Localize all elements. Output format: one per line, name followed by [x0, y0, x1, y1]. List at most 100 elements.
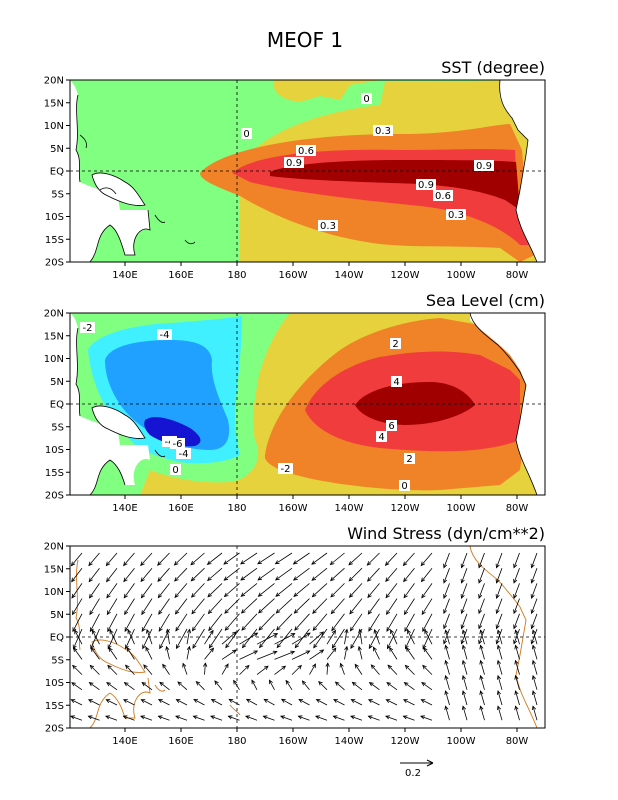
- wind-vector: [497, 690, 503, 706]
- wind-vector-head: [297, 664, 302, 670]
- wind-vector: [405, 665, 415, 675]
- wind-vector: [88, 567, 100, 582]
- wind-vector-head: [344, 645, 349, 651]
- wind-vector: [240, 567, 258, 581]
- lon-tick-label: 140E: [112, 503, 137, 514]
- wind-vector-head: [70, 715, 75, 720]
- wind-vector-head: [210, 715, 215, 720]
- wind-vector-head: [233, 679, 238, 685]
- wind-vector-head: [125, 644, 129, 650]
- wind-vector: [186, 629, 190, 645]
- sl-6-region: [355, 382, 475, 425]
- wind-vector: [193, 699, 205, 706]
- wind-vector: [368, 613, 380, 632]
- lon-tick-label: 80W: [506, 270, 529, 281]
- wind-vector: [124, 682, 135, 691]
- wind-vector: [257, 567, 275, 581]
- wind-vector-head: [251, 679, 256, 685]
- wind-vector-head: [478, 578, 483, 584]
- wind-vector-head: [141, 681, 147, 687]
- wind-vector: [107, 613, 118, 632]
- wind-vector: [241, 598, 258, 614]
- wind-vector-head: [530, 639, 535, 645]
- wind-vector-head: [513, 563, 518, 569]
- sl-label-4-b: 4: [378, 432, 384, 443]
- wind-vector: [239, 650, 258, 660]
- wind-vector-head: [186, 645, 191, 651]
- wind-vector-head: [292, 576, 298, 581]
- wind-vector-head: [496, 705, 501, 711]
- wind-vector-head: [403, 610, 409, 616]
- wind-vector-head: [280, 715, 285, 720]
- wind-vector-head: [387, 664, 393, 670]
- wind-vector-head: [460, 639, 465, 645]
- wind-vector: [221, 631, 237, 645]
- wind-vector: [176, 628, 188, 649]
- wind-vector: [478, 552, 485, 568]
- lat-tick-label: 5N: [50, 610, 64, 621]
- wind-vector: [312, 598, 328, 614]
- wind-vector-head: [165, 628, 170, 634]
- wind-vector: [175, 598, 188, 615]
- wind-vector: [421, 598, 433, 615]
- sst-label-0.9-c: 0.9: [418, 180, 434, 191]
- wind-vector: [348, 552, 363, 566]
- wind-vector-head: [293, 592, 298, 597]
- wind-vector: [462, 706, 468, 721]
- wind-vector: [351, 699, 363, 706]
- wind-vector-head: [157, 593, 163, 599]
- wind-vector: [478, 568, 485, 584]
- wind-vector-head: [193, 698, 199, 703]
- wind-vector: [276, 613, 293, 631]
- wind-vector-head: [420, 561, 426, 567]
- lat-tick-label: 5S: [51, 655, 64, 666]
- wind-vector-head: [531, 705, 536, 711]
- wind-vector: [386, 598, 398, 615]
- wind-vector: [405, 628, 415, 649]
- wind-vector: [350, 613, 363, 632]
- sst-label-0.9-a: 0.9: [286, 158, 302, 169]
- wind-vector: [373, 647, 380, 660]
- lon-tick-label: 100W: [447, 503, 476, 514]
- wind-vector: [497, 675, 503, 690]
- wind-vector-head: [182, 662, 187, 668]
- lon-tick-label: 160E: [168, 503, 193, 514]
- wind-vector-head: [530, 563, 535, 569]
- wind-vector-head: [367, 610, 372, 615]
- wind-vector-head: [105, 715, 110, 720]
- wind-vector-head: [173, 561, 179, 566]
- lat-tick-label: 20N: [44, 542, 64, 553]
- wind-vector-head: [311, 560, 316, 565]
- wind-vector-head: [366, 577, 372, 582]
- wind-vector-head: [479, 690, 484, 695]
- wind-vector-head: [276, 626, 281, 631]
- wind-vector: [88, 552, 100, 566]
- wind-vector-head: [223, 592, 229, 598]
- lat-tick-label: 5S: [51, 189, 64, 200]
- wind-vector: [443, 583, 450, 599]
- wind-vector: [90, 647, 100, 660]
- wind-vector-head: [124, 627, 129, 633]
- wind-vector-head: [157, 699, 163, 703]
- lon-tick-label: 120W: [391, 503, 420, 514]
- wind-vector: [72, 598, 83, 615]
- wind-vector: [461, 598, 468, 614]
- wind-vector: [207, 567, 223, 581]
- wind-vector-head: [479, 644, 484, 650]
- wind-vector-head: [402, 715, 408, 720]
- lon-tick-label: 80W: [506, 503, 529, 514]
- wind-vector-head: [312, 609, 317, 614]
- lat-tick-label: EQ: [50, 400, 64, 411]
- wind-vector: [280, 715, 293, 721]
- wind-vector-head: [444, 644, 449, 650]
- wind-vector-head: [109, 629, 114, 635]
- wind-vector: [335, 681, 345, 691]
- wind-vector-head: [496, 644, 501, 650]
- wind-vector: [71, 552, 83, 566]
- wind-vector: [141, 682, 153, 691]
- wind-vector: [462, 645, 468, 660]
- wind-vector: [157, 567, 170, 582]
- sst-label-0-a: 0: [363, 94, 369, 105]
- wind-vector-head: [190, 593, 196, 598]
- wind-vector: [141, 613, 153, 632]
